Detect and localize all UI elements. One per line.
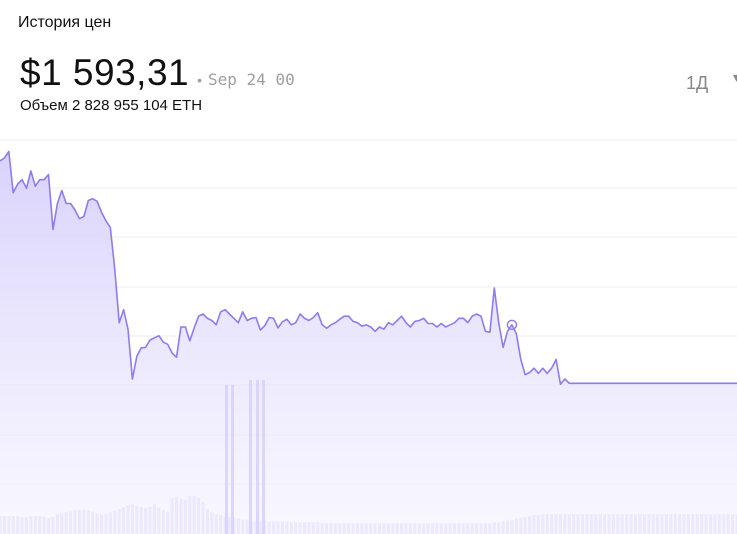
hover-bar bbox=[256, 380, 259, 534]
price-row: $1 593,31 • Sep 24 00 bbox=[20, 52, 295, 94]
range-dropdown-icon[interactable]: ▾ bbox=[733, 69, 737, 85]
hover-highlight-bars bbox=[225, 380, 265, 534]
price-timestamp: Sep 24 00 bbox=[208, 70, 295, 89]
range-1d-button[interactable]: 1Д bbox=[686, 73, 709, 93]
hover-bar bbox=[262, 380, 265, 534]
hover-bar bbox=[231, 385, 234, 534]
hover-bar bbox=[249, 380, 252, 534]
hover-bar bbox=[225, 385, 228, 534]
price-line bbox=[0, 150, 737, 385]
hover-marker[interactable] bbox=[506, 319, 518, 331]
price-area bbox=[0, 151, 737, 534]
separator-dot: • bbox=[197, 72, 203, 88]
volume-label: Объем 2 828 955 104 ETH bbox=[20, 97, 203, 114]
section-title: История цен bbox=[18, 14, 112, 31]
current-price: $1 593,31 bbox=[20, 52, 190, 93]
